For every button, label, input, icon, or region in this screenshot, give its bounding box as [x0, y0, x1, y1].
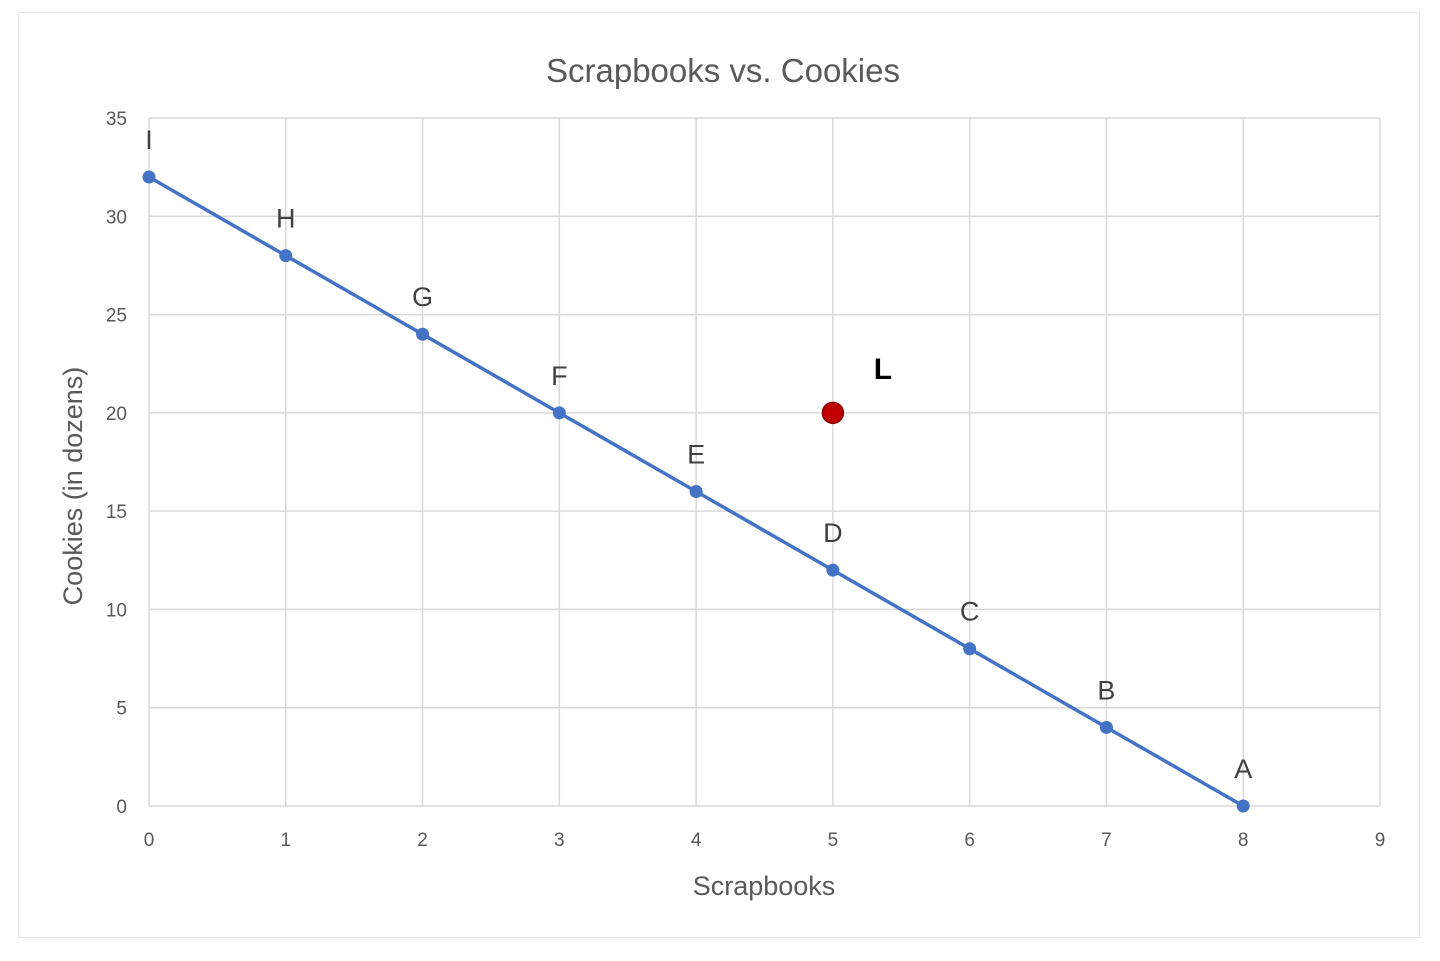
y-tick-label: 15 [106, 502, 127, 523]
highlight-point-label: L [874, 353, 892, 386]
chart-title: Scrapbooks vs. Cookies [546, 52, 900, 89]
y-tick-label: 35 [106, 109, 127, 130]
point-label: I [145, 125, 153, 155]
point-label: G [412, 282, 433, 312]
chart-frame [18, 12, 1420, 938]
y-tick-label: 5 [116, 699, 127, 720]
series: I H G F E D C B A [142, 125, 1252, 813]
point-label: H [276, 204, 296, 234]
x-tick-label: 1 [280, 830, 291, 851]
data-point [142, 170, 156, 184]
tick-labels: 0 1 2 3 4 5 6 7 8 9 0 5 10 15 20 25 30 35 [106, 109, 1385, 851]
y-tick-label: 20 [106, 404, 127, 425]
x-tick-label: 7 [1101, 830, 1112, 851]
x-tick-label: 9 [1375, 830, 1386, 851]
point-label: A [1234, 754, 1252, 784]
data-point [552, 406, 566, 420]
data-point [1236, 799, 1250, 813]
y-tick-label: 30 [106, 207, 127, 228]
highlight-point [821, 401, 845, 425]
x-tick-label: 5 [828, 830, 839, 851]
y-tick-label: 25 [106, 306, 127, 327]
x-tick-label: 3 [554, 830, 565, 851]
point-label: D [823, 518, 843, 548]
y-axis-title: Cookies (in dozens) [58, 367, 88, 606]
point-label: F [551, 361, 568, 391]
data-point [1099, 720, 1113, 734]
point-label: C [960, 597, 980, 627]
point-label: E [687, 439, 705, 469]
point-label: B [1097, 675, 1115, 705]
x-tick-label: 0 [144, 830, 155, 851]
x-tick-label: 8 [1238, 830, 1249, 851]
extra-points: L [821, 353, 892, 425]
x-axis-title: Scrapbooks [693, 871, 836, 901]
grid [148, 117, 1381, 807]
data-point [416, 327, 430, 341]
x-tick-label: 6 [964, 830, 975, 851]
data-point [826, 563, 840, 577]
y-tick-label: 10 [106, 600, 127, 621]
data-point [689, 484, 703, 498]
y-tick-label: 0 [116, 797, 127, 818]
data-point [963, 642, 977, 656]
x-tick-label: 2 [417, 830, 428, 851]
data-point [279, 249, 293, 263]
x-tick-label: 4 [691, 830, 702, 851]
